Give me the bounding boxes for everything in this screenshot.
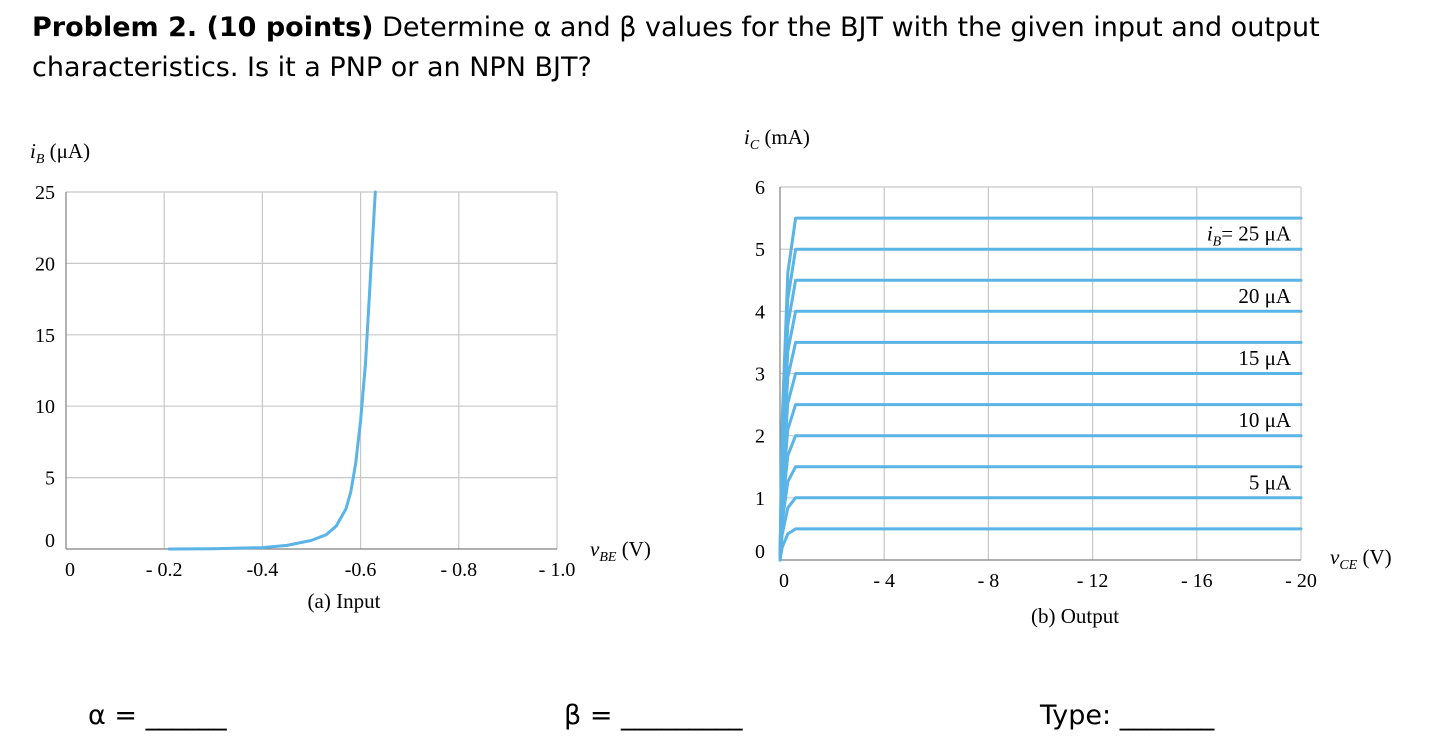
x-tick-label: - 12 (1077, 570, 1109, 592)
curve-annotation: 10 μA (1238, 408, 1292, 432)
y-tick-label: 20 (35, 253, 55, 275)
series-curve (778, 465, 1303, 562)
x-tick-label: 0 (65, 559, 75, 581)
y-tick-label: 0 (755, 541, 765, 563)
input-curves (167, 190, 377, 551)
x-tick-label: - 4 (873, 570, 895, 592)
series-curve (167, 190, 377, 551)
problem-heading: Problem 2. (10 points) (32, 12, 374, 43)
x-tick-label: - 8 (978, 570, 1000, 592)
input-tick-labels: 0 - 0.2 -0.4 -0.6 - 0.8 - 1.0 0 5 10 15 20 25 (35, 182, 575, 581)
output-caption: (b) Output (1031, 604, 1119, 628)
type-answer-blank[interactable]: Type: _______ (1040, 700, 1215, 731)
y-tick-label: 5 (45, 468, 55, 490)
curve-annotation: iB= 25 μA (1207, 222, 1292, 250)
series-curve (778, 527, 1303, 562)
output-annotations: iB= 25 μA 20 μA 15 μA 10 μA 5 μA (1207, 222, 1292, 495)
y-tick-label: 3 (755, 364, 765, 386)
x-tick-label: - 16 (1181, 570, 1213, 592)
y-tick-label: 1 (755, 488, 765, 510)
y-tick-label: 25 (35, 182, 55, 204)
x-tick-label: -0.4 (247, 559, 279, 581)
problem-statement: Problem 2. (10 points) Determine α and β… (32, 8, 1412, 88)
series-curve (778, 216, 1303, 562)
y-tick-label: 15 (35, 325, 55, 347)
series-curve (778, 278, 1303, 562)
beta-answer-blank[interactable]: β = _________ (564, 700, 743, 731)
x-tick-label: 0 (779, 570, 789, 592)
x-tick-label: - 20 (1285, 570, 1317, 592)
problem-body: Determine α and β values for the BJT wit… (32, 12, 1320, 83)
output-characteristic-chart: 0 - 4 - 8 - 12 - 16 - 20 0 1 2 3 4 5 6 iB= 25 μA 20 μ… (744, 125, 1392, 628)
x-tick-label: - 1.0 (539, 559, 576, 581)
input-grid (65, 191, 558, 550)
output-y-axis-label: iC (mA) (744, 125, 810, 153)
curve-annotation: 20 μA (1238, 284, 1292, 308)
input-x-axis-label: vBE (V) (590, 537, 651, 565)
series-curve (778, 340, 1303, 562)
input-caption: (a) Input (308, 589, 381, 613)
output-curves (778, 216, 1303, 562)
y-tick-label: 5 (755, 239, 765, 261)
curve-annotation: 5 μA (1249, 470, 1292, 494)
series-curve (778, 403, 1303, 562)
output-x-axis-label: vCE (V) (1330, 545, 1392, 573)
alpha-answer-blank[interactable]: α = ______ (88, 700, 227, 731)
y-tick-label: 4 (755, 301, 765, 323)
curve-annotation: 15 μA (1238, 346, 1292, 370)
y-tick-label: 0 (45, 530, 55, 552)
output-tick-labels: 0 - 4 - 8 - 12 - 16 - 20 0 1 2 3 4 5 6 (755, 177, 1317, 592)
x-tick-label: - 0.8 (440, 559, 477, 581)
x-tick-label: -0.6 (345, 559, 377, 581)
answer-line: α = ______ β = _________ Type: _______ (0, 700, 1442, 744)
x-tick-label: - 0.2 (146, 559, 183, 581)
input-characteristic-chart: 0 - 0.2 -0.4 -0.6 - 0.8 - 1.0 0 5 10 15 20 25 iB (μ… (30, 139, 651, 613)
y-tick-label: 2 (755, 426, 765, 448)
y-tick-label: 10 (35, 396, 55, 418)
y-tick-label: 6 (755, 177, 765, 199)
input-y-axis-label: iB (μA) (30, 139, 90, 167)
